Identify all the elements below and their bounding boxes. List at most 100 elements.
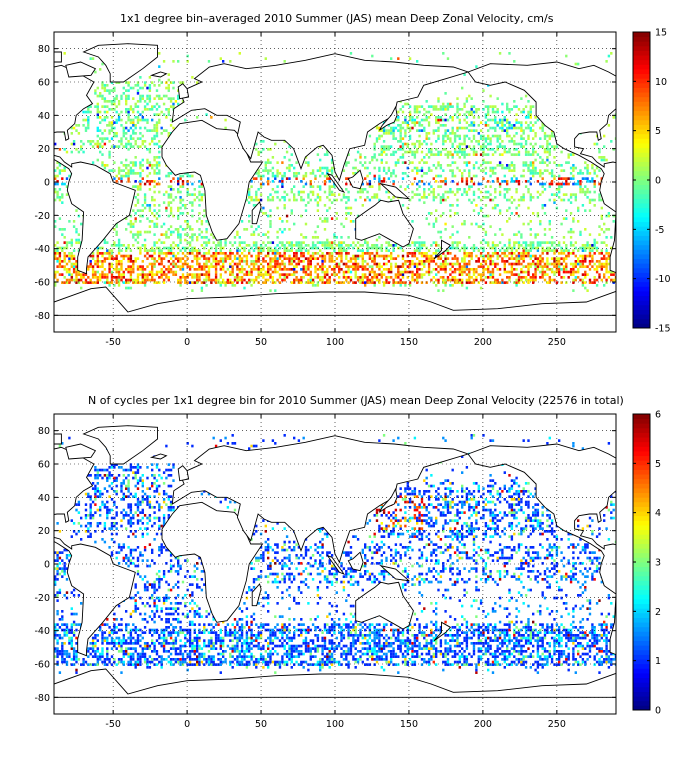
data-cell [71,151,73,154]
data-cell [437,108,439,111]
data-cell [577,257,579,260]
data-cell [182,263,184,266]
data-cell [532,273,534,276]
data-cell [345,207,347,210]
data-cell [400,156,402,159]
data-cell [104,84,106,87]
data-cell [267,265,269,268]
data-cell [182,276,184,279]
data-cell [418,276,420,279]
data-cell [478,140,480,143]
data-cell [473,279,475,282]
data-cell [163,129,165,132]
data-cell [265,260,267,263]
data-cell [442,265,444,268]
data-cell [78,241,80,244]
data-cell [149,172,151,175]
data-cell [331,167,333,170]
data-cell [506,167,508,170]
data-cell [345,217,347,220]
data-cell [248,273,250,276]
data-cell [542,177,544,180]
data-cell [314,284,316,287]
colorbar-swatch [633,300,650,305]
data-cell [534,669,536,672]
data-cell [402,265,404,268]
data-cell [265,164,267,167]
data-cell [480,191,482,194]
data-cell [442,289,444,292]
data-cell [168,661,170,664]
data-cell [603,223,605,226]
data-cell [369,273,371,276]
data-cell [551,236,553,239]
data-cell [572,268,574,271]
data-cell [224,271,226,274]
data-cell [489,119,491,122]
data-cell [525,252,527,255]
data-cell [454,268,456,271]
data-cell [511,268,513,271]
data-cell [66,263,68,266]
data-cell [482,161,484,164]
data-cell [452,143,454,146]
data-cell [272,271,274,274]
data-cell [243,255,245,258]
data-cell [92,145,94,148]
data-cell [416,257,418,260]
data-cell [591,177,593,180]
data-cell [428,132,430,135]
colorbar-swatch [633,83,650,88]
data-cell [449,263,451,266]
data-cell [116,263,118,266]
data-cell [265,244,267,247]
data-cell [347,265,349,268]
data-cell [255,666,257,669]
data-cell [575,183,577,186]
data-cell [416,140,418,143]
data-cell [376,252,378,255]
data-cell [357,151,359,154]
data-cell [466,268,468,271]
data-cell [172,271,174,274]
data-cell [551,175,553,178]
data-cell [374,247,376,250]
data-cell [442,103,444,106]
data-cell [534,121,536,124]
data-cell [267,196,269,199]
data-cell [492,671,494,674]
data-cell [537,241,539,244]
data-cell [151,137,153,140]
data-cell [331,201,333,204]
data-cell [520,233,522,236]
data-cell [586,241,588,244]
data-cell [598,225,600,228]
data-cell [418,249,420,252]
data-cell [232,281,234,284]
data-cell [196,236,198,239]
data-cell [179,207,181,210]
data-cell [340,244,342,247]
data-cell [553,279,555,282]
data-cell [534,255,536,258]
data-cell [307,273,309,276]
data-cell [135,156,137,159]
data-cell [475,271,477,274]
data-cell [575,199,577,202]
data-cell [340,249,342,252]
data-cell [71,273,73,276]
data-cell [364,188,366,191]
data-cell [75,661,77,664]
counts-map-panel: N of cycles per 1x1 degree bin for 2010 … [0,382,696,764]
data-cell [236,252,238,255]
data-cell [149,225,151,228]
data-cell [135,143,137,146]
data-cell [437,97,439,100]
data-cell [279,273,281,276]
data-cell [530,220,532,223]
data-cell [603,159,605,162]
data-cell [473,121,475,124]
data-cell [449,164,451,167]
data-cell [504,124,506,127]
data-cell [179,279,181,282]
